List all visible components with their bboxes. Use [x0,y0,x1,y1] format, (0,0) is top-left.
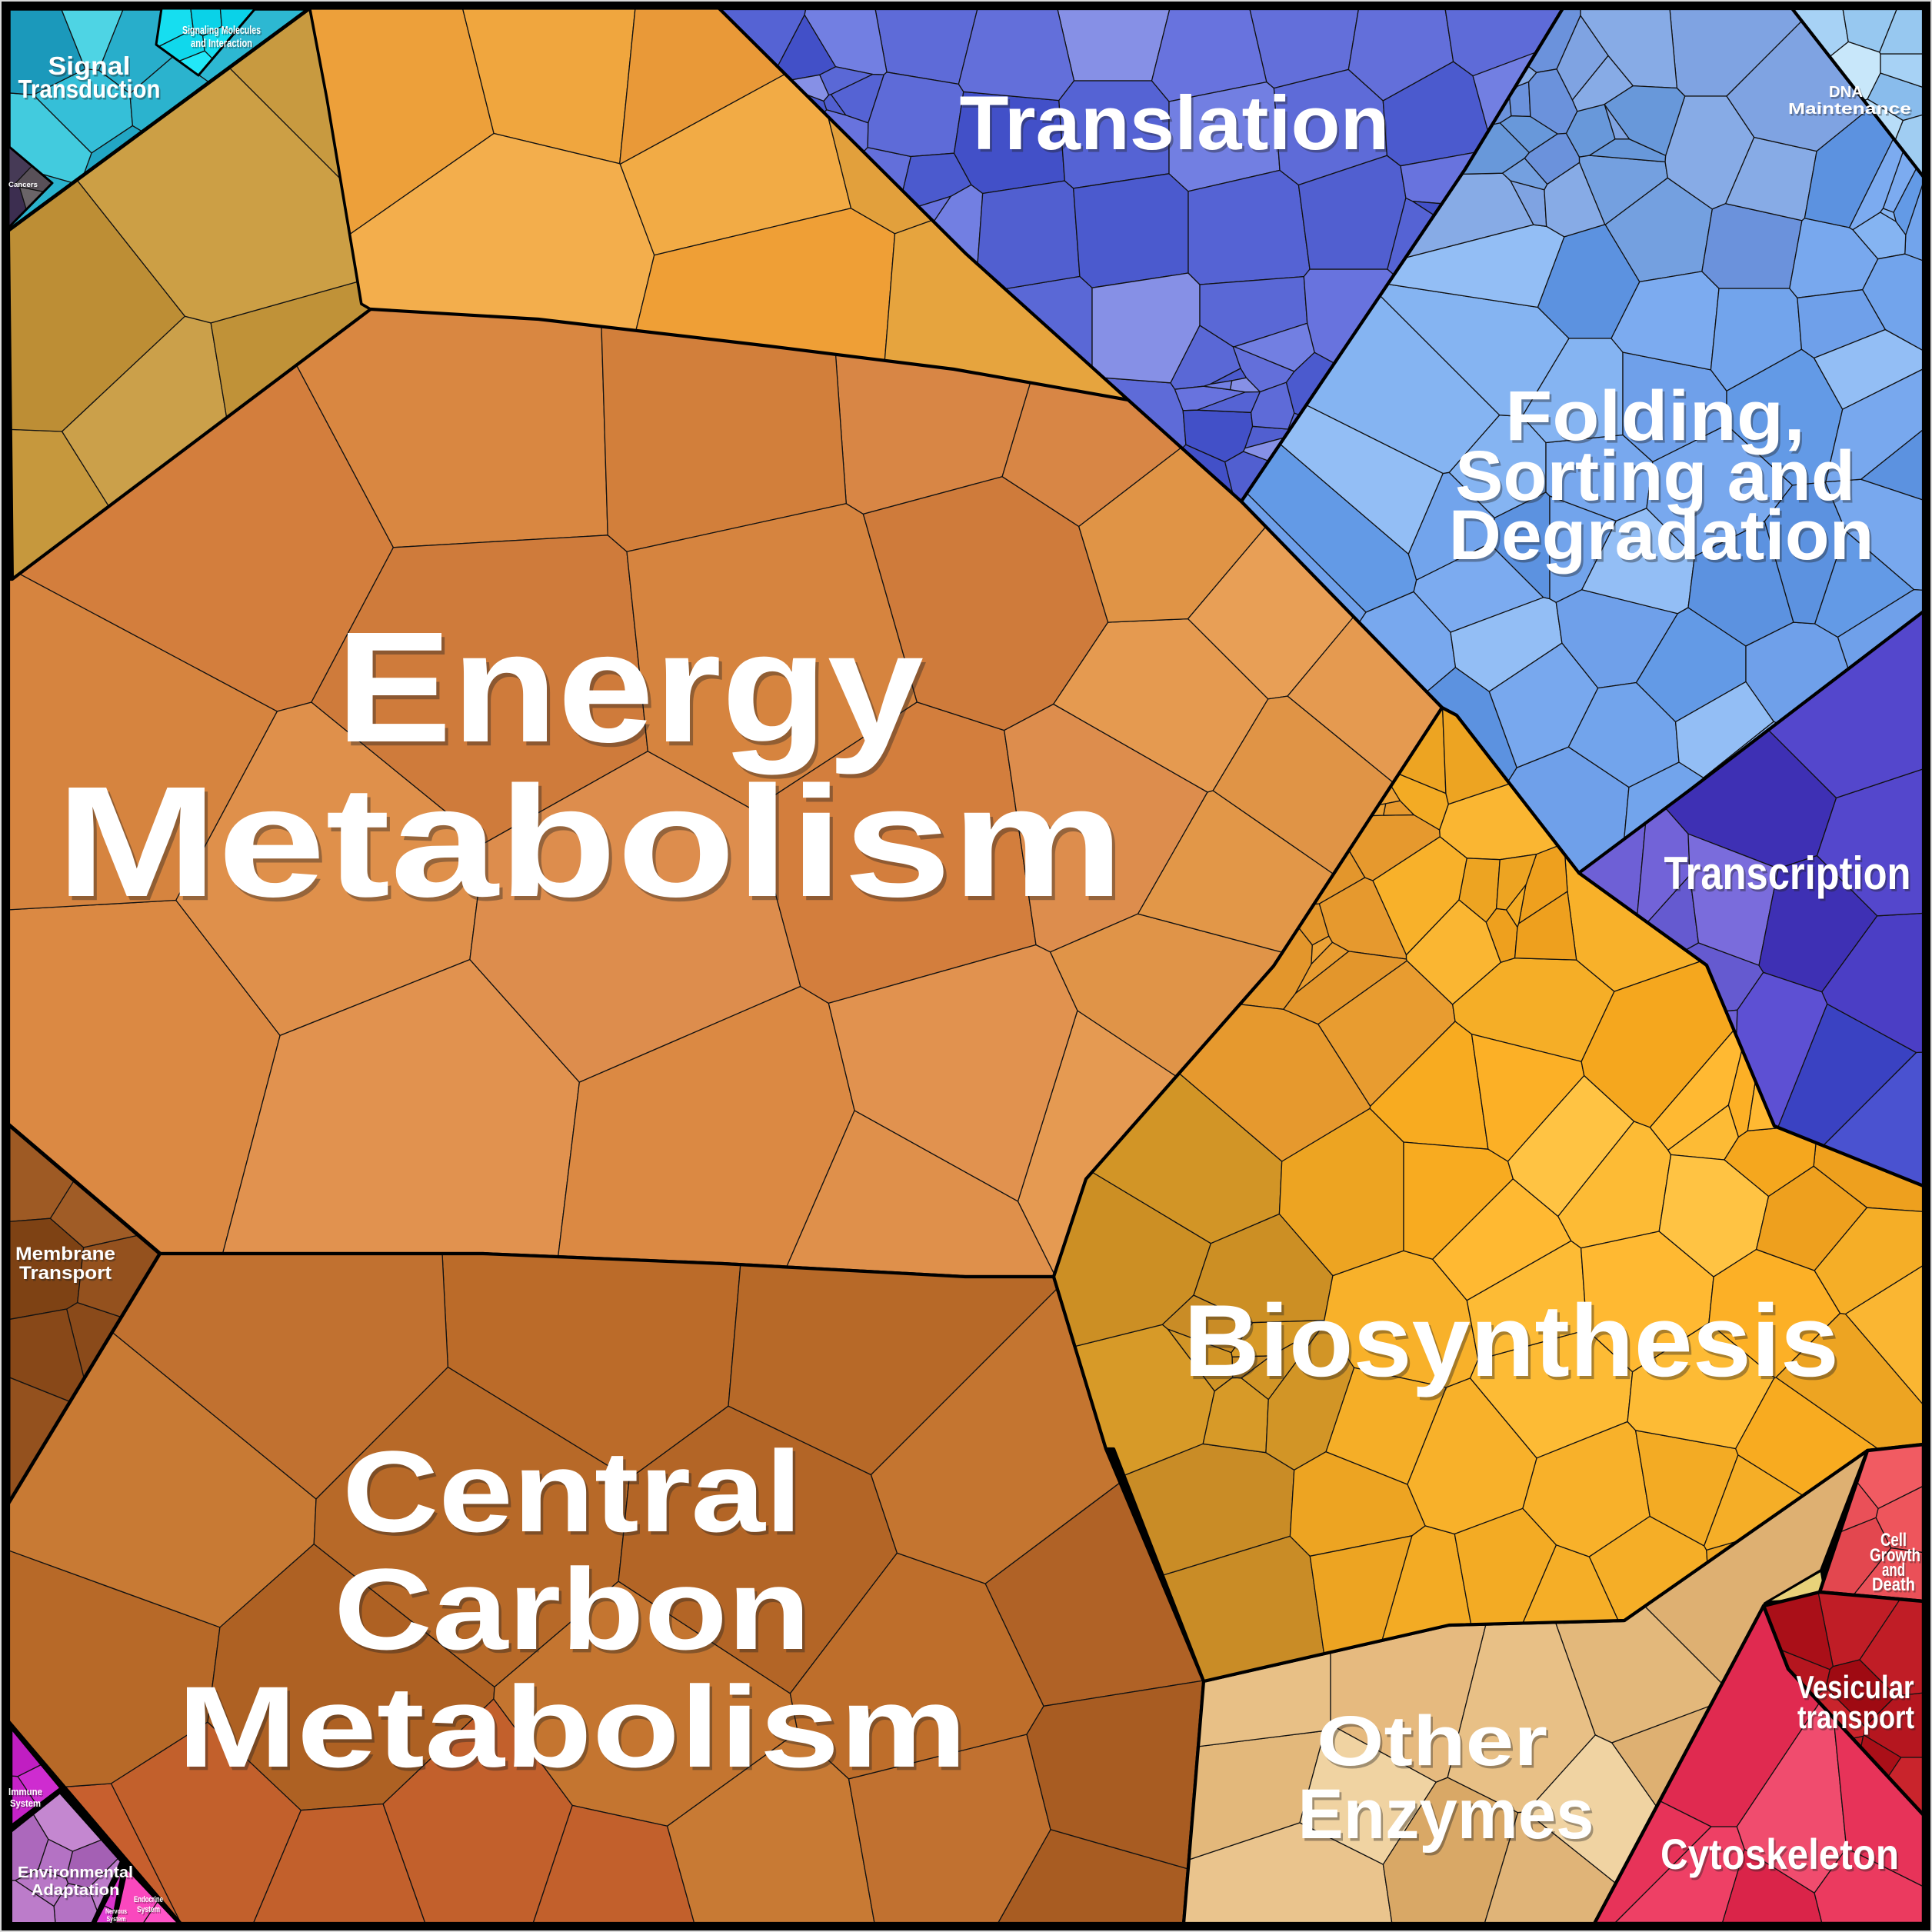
svg-text:Growth: Growth [1870,1545,1920,1566]
svg-text:Nervous: Nervous [107,1909,128,1917]
svg-text:Energy: Energy [336,599,924,775]
svg-text:Biosynthesis: Biosynthesis [1184,1284,1839,1398]
svg-text:Enzymes: Enzymes [1300,1777,1596,1856]
svg-text:Maintenance: Maintenance [1790,102,1913,119]
svg-text:Membrane: Membrane [15,1244,115,1264]
svg-text:Transport: Transport [19,1263,112,1284]
svg-text:Cell: Cell [1882,1531,1908,1552]
svg-text:Central: Central [342,1427,802,1556]
svg-text:Carbon: Carbon [336,1547,813,1677]
svg-text:Signaling Molecules: Signaling Molecules [184,25,262,38]
svg-text:Cytoskeleton: Cytoskeleton [1661,1830,1899,1878]
svg-text:Signal: Signal [48,52,131,80]
svg-text:System: System [107,1915,126,1923]
svg-text:Folding,: Folding, [1505,377,1805,455]
svg-text:Growth: Growth [1871,1547,1922,1567]
svg-text:Metabolism: Metabolism [56,754,1124,930]
svg-text:Signaling Molecules: Signaling Molecules [182,24,261,37]
svg-text:Adaptation: Adaptation [32,1882,120,1899]
svg-text:Metabolism: Metabolism [178,1662,968,1791]
svg-text:transport: transport [1799,1701,1916,1737]
svg-text:System: System [12,1799,42,1810]
svg-text:Adaptation: Adaptation [32,1884,121,1900]
svg-text:Sorting and: Sorting and [1457,439,1857,518]
svg-text:Biosynthesis: Biosynthesis [1186,1287,1841,1401]
svg-text:Cell: Cell [1880,1530,1907,1551]
svg-text:Degradation: Degradation [1449,496,1874,575]
svg-text:transport: transport [1797,1699,1914,1735]
svg-text:Immune: Immune [10,1787,44,1799]
svg-text:Transport: Transport [21,1264,113,1285]
svg-text:Sorting and: Sorting and [1455,437,1855,515]
svg-text:Nervous: Nervous [105,1907,127,1915]
svg-text:Signal: Signal [49,54,132,82]
svg-text:Other: Other [1319,1704,1550,1783]
svg-text:System: System [137,1905,160,1914]
svg-text:Enzymes: Enzymes [1298,1775,1594,1854]
svg-text:Central: Central [345,1430,804,1559]
svg-text:Folding,: Folding, [1507,379,1807,458]
svg-text:Metabolism: Metabolism [59,758,1128,934]
svg-text:System: System [108,1917,127,1924]
svg-text:Carbon: Carbon [334,1544,811,1674]
svg-text:Endocrine: Endocrine [135,1897,165,1906]
svg-text:System: System [10,1797,41,1809]
svg-text:Vesicular: Vesicular [1798,1671,1916,1707]
svg-text:Immune: Immune [8,1786,42,1797]
svg-text:Transcription: Transcription [1666,850,1913,901]
svg-text:Metabolism: Metabolism [180,1665,970,1794]
svg-text:Degradation: Degradation [1451,498,1876,577]
svg-text:Death: Death [1872,1574,1915,1595]
svg-text:Translation: Translation [961,83,1391,168]
svg-text:and Interaction: and Interaction [192,38,254,52]
svg-text:Transduction: Transduction [18,75,161,103]
svg-text:DNA: DNA [1829,84,1863,101]
svg-text:System: System [138,1907,162,1916]
svg-text:Death: Death [1874,1576,1917,1597]
svg-text:Energy: Energy [339,603,927,779]
svg-text:Cytoskeleton: Cytoskeleton [1662,1832,1900,1880]
svg-text:and: and [1882,1560,1905,1581]
svg-text:and: and [1884,1561,1907,1582]
svg-text:Membrane: Membrane [17,1245,117,1266]
svg-text:Endocrine: Endocrine [134,1895,163,1904]
svg-text:Transcription: Transcription [1664,848,1911,899]
svg-text:Vesicular: Vesicular [1797,1669,1914,1705]
svg-text:Environmental: Environmental [19,1866,135,1883]
svg-text:and Interaction: and Interaction [191,37,252,50]
svg-text:Maintenance: Maintenance [1788,101,1911,118]
svg-text:Environmental: Environmental [18,1864,133,1881]
svg-text:Translation: Translation [960,80,1390,165]
svg-text:Cancers: Cancers [8,181,38,188]
svg-text:Transduction: Transduction [19,77,162,105]
svg-text:Other: Other [1317,1702,1547,1780]
svg-text:DNA: DNA [1830,85,1864,102]
svg-text:Cancers: Cancers [10,182,39,190]
